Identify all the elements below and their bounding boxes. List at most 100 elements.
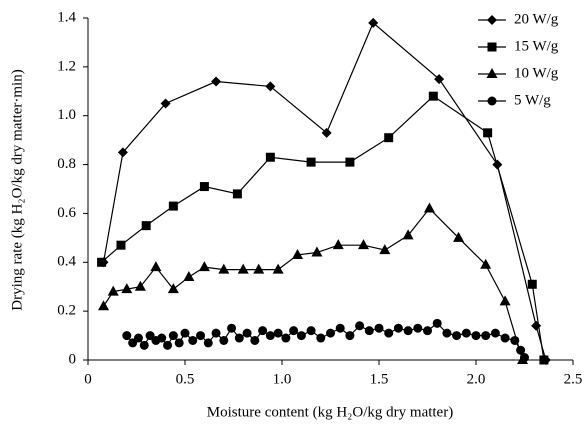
marker — [218, 263, 230, 274]
marker — [355, 321, 365, 331]
y-tick-label: 1.2 — [57, 58, 76, 74]
marker — [163, 340, 173, 350]
legend-marker — [487, 15, 497, 25]
marker — [180, 328, 190, 338]
x-tick-label: 2.0 — [467, 371, 486, 387]
marker — [452, 331, 462, 341]
series-line — [101, 95, 545, 361]
marker — [453, 231, 465, 242]
marker — [272, 263, 284, 274]
marker — [481, 331, 491, 341]
marker — [116, 240, 126, 250]
legend-label: 5 W/g — [514, 92, 551, 108]
marker — [403, 326, 413, 336]
marker — [121, 283, 133, 294]
x-axis-label: Moisture content (kg H₂O/kg dry matter) — [207, 404, 453, 420]
marker — [345, 157, 355, 167]
marker — [107, 285, 119, 296]
marker — [520, 353, 529, 363]
y-tick-label: 0 — [69, 351, 77, 367]
x-tick-label: 1.5 — [370, 371, 389, 387]
marker — [499, 295, 511, 306]
marker — [160, 98, 171, 109]
marker — [134, 280, 146, 291]
marker — [539, 355, 549, 365]
marker — [232, 189, 242, 199]
marker — [133, 333, 143, 343]
y-tick-label: 1.4 — [57, 9, 76, 25]
marker — [281, 333, 291, 343]
marker — [306, 157, 316, 167]
marker — [332, 239, 344, 250]
marker — [258, 326, 268, 336]
marker — [326, 328, 335, 338]
y-tick-label: 0.6 — [57, 205, 76, 221]
marker — [198, 261, 210, 272]
marker — [510, 335, 520, 345]
marker — [150, 261, 162, 272]
marker — [97, 257, 107, 267]
marker — [98, 300, 110, 311]
marker — [402, 229, 414, 240]
marker — [480, 258, 492, 269]
y-tick-label: 1.0 — [57, 107, 76, 123]
legend-marker — [486, 68, 498, 78]
legend-marker — [487, 96, 497, 106]
x-tick-label: 1.0 — [273, 371, 292, 387]
marker — [289, 326, 299, 336]
marker — [434, 74, 445, 85]
legend-label: 15 W/g — [514, 38, 559, 54]
marker — [250, 335, 260, 345]
marker — [292, 248, 304, 259]
marker — [219, 335, 229, 345]
marker — [199, 182, 209, 192]
marker — [393, 323, 403, 333]
marker — [167, 283, 179, 294]
series-line — [126, 322, 526, 358]
marker — [527, 279, 537, 289]
y-tick-label: 0.2 — [57, 303, 76, 319]
marker — [432, 318, 442, 328]
y-tick-label: 0.8 — [57, 156, 76, 172]
x-tick-label: 0.5 — [176, 371, 195, 387]
x-tick-label: 2.5 — [564, 371, 583, 387]
marker — [423, 326, 432, 336]
marker — [296, 331, 306, 341]
marker — [384, 328, 394, 338]
marker — [306, 326, 316, 336]
marker — [316, 333, 326, 343]
marker — [461, 328, 471, 338]
marker — [242, 328, 252, 338]
marker — [442, 328, 452, 338]
marker — [141, 221, 151, 231]
legend-marker — [487, 42, 497, 52]
marker — [168, 331, 178, 341]
marker — [265, 152, 275, 162]
marker — [211, 328, 221, 338]
marker — [379, 244, 391, 255]
marker — [345, 331, 355, 341]
marker — [368, 17, 379, 28]
marker — [157, 333, 167, 343]
y-axis-label: Drying rate (kg H₂O/kg dry matter·min) — [9, 69, 25, 310]
marker — [265, 81, 276, 92]
marker — [374, 323, 384, 333]
marker — [273, 328, 283, 338]
legend-label: 10 W/g — [514, 65, 559, 81]
legend-label: 20 W/g — [514, 11, 559, 27]
marker — [483, 128, 493, 138]
marker — [364, 326, 374, 336]
marker — [188, 335, 198, 345]
marker — [265, 331, 275, 341]
marker — [237, 263, 249, 274]
x-tick-label: 0 — [84, 371, 92, 387]
marker — [384, 133, 394, 143]
marker — [139, 340, 149, 350]
marker — [122, 331, 132, 341]
marker — [423, 202, 435, 213]
marker — [168, 201, 178, 211]
marker — [211, 76, 222, 87]
marker — [203, 338, 213, 348]
marker — [183, 270, 195, 281]
